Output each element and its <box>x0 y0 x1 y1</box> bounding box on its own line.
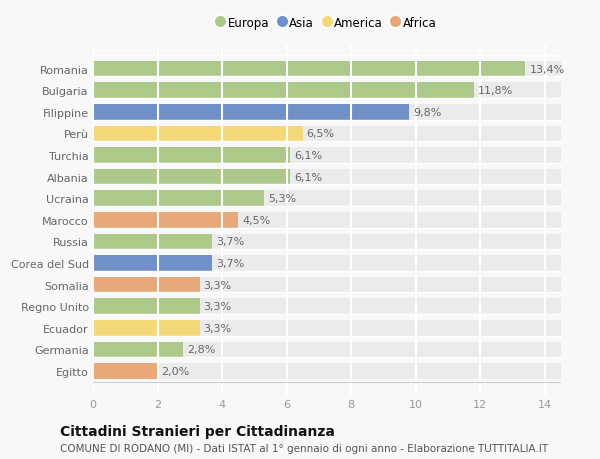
Text: 2,0%: 2,0% <box>161 366 190 376</box>
Bar <box>93 148 561 163</box>
Bar <box>93 234 212 250</box>
Bar <box>93 62 561 77</box>
Bar <box>93 320 200 336</box>
Bar <box>93 126 561 142</box>
Text: 11,8%: 11,8% <box>478 86 513 96</box>
Text: 2,8%: 2,8% <box>187 345 215 354</box>
Bar <box>93 342 184 358</box>
Bar <box>93 83 474 99</box>
Bar <box>93 364 561 379</box>
Text: 4,5%: 4,5% <box>242 215 271 225</box>
Bar <box>93 62 526 77</box>
Bar <box>93 105 409 120</box>
Bar <box>93 126 303 142</box>
Bar <box>93 364 158 379</box>
Bar <box>93 213 561 228</box>
Legend: Europa, Asia, America, Africa: Europa, Asia, America, Africa <box>217 17 437 30</box>
Bar <box>93 148 290 163</box>
Text: 9,8%: 9,8% <box>413 107 442 118</box>
Bar <box>93 234 561 250</box>
Text: 6,1%: 6,1% <box>294 172 322 182</box>
Bar <box>93 213 238 228</box>
Text: 3,7%: 3,7% <box>216 258 245 269</box>
Bar <box>93 191 264 207</box>
Text: 6,5%: 6,5% <box>307 129 335 139</box>
Bar <box>93 277 561 293</box>
Text: 3,7%: 3,7% <box>216 237 245 247</box>
Bar <box>93 256 212 271</box>
Bar <box>93 256 561 271</box>
Bar <box>93 191 561 207</box>
Text: 5,3%: 5,3% <box>268 194 296 204</box>
Bar <box>93 299 561 314</box>
Bar <box>93 105 561 120</box>
Bar <box>93 83 561 99</box>
Text: 6,1%: 6,1% <box>294 151 322 161</box>
Bar <box>93 299 200 314</box>
Bar <box>93 169 561 185</box>
Text: 3,3%: 3,3% <box>203 280 232 290</box>
Text: 13,4%: 13,4% <box>529 65 565 74</box>
Bar <box>93 277 200 293</box>
Bar <box>93 342 561 358</box>
Text: 3,3%: 3,3% <box>203 323 232 333</box>
Text: 3,3%: 3,3% <box>203 302 232 312</box>
Text: COMUNE DI RODANO (MI) - Dati ISTAT al 1° gennaio di ogni anno - Elaborazione TUT: COMUNE DI RODANO (MI) - Dati ISTAT al 1°… <box>60 443 548 453</box>
Text: Cittadini Stranieri per Cittadinanza: Cittadini Stranieri per Cittadinanza <box>60 425 335 438</box>
Bar <box>93 169 290 185</box>
Bar <box>93 320 561 336</box>
